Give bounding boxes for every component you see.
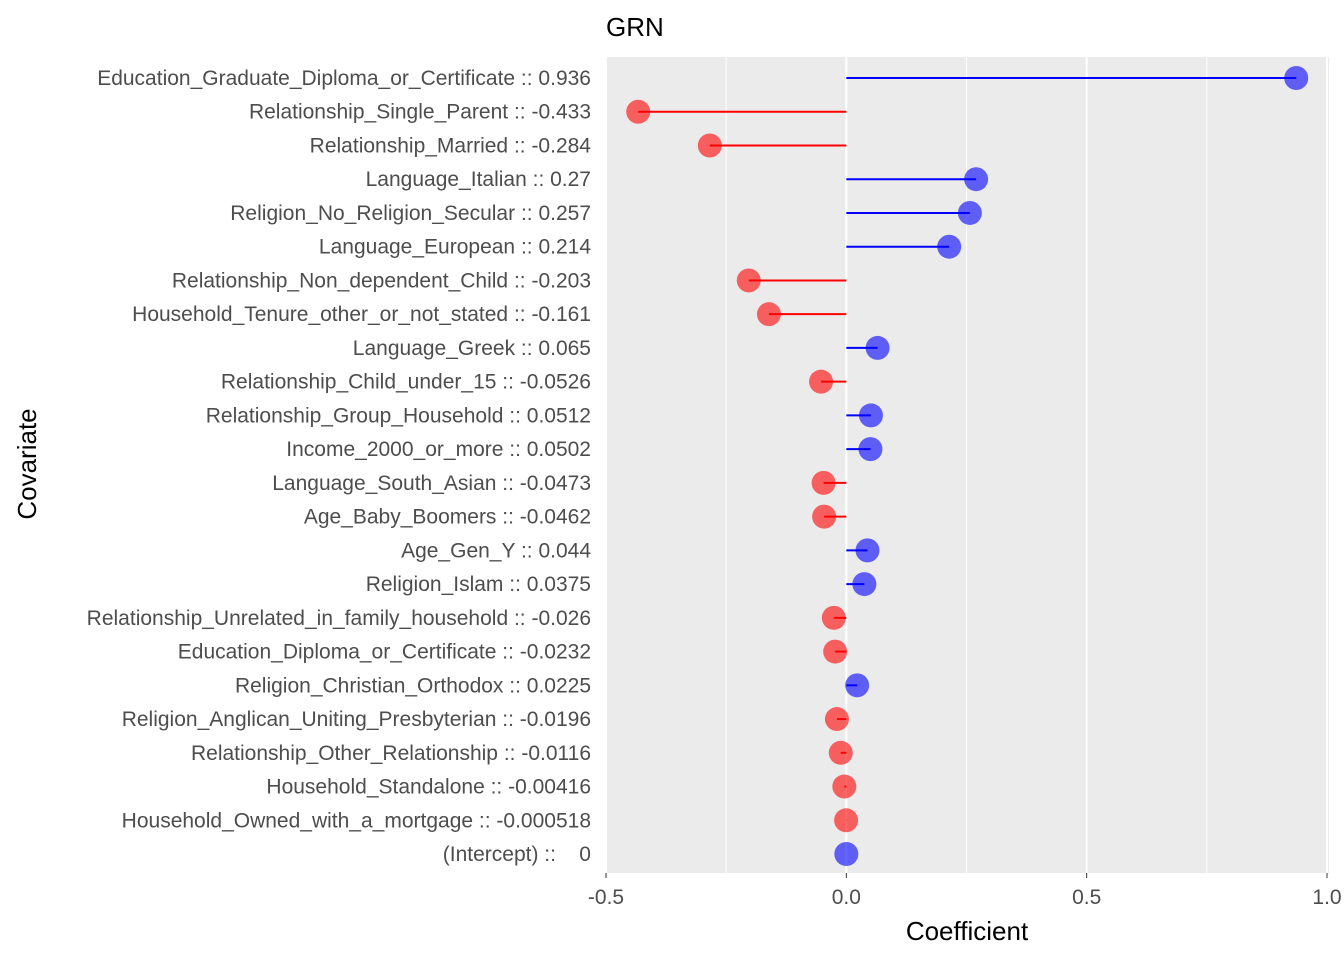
lollipop-point — [828, 740, 853, 765]
y-tick-label: Education_Diploma_or_Certificate :: -0.0… — [178, 641, 591, 664]
lollipop-point — [964, 167, 989, 192]
y-tick-label: Income_2000_or_more :: 0.0502 — [286, 438, 591, 461]
y-tick-label: Relationship_Unrelated_in_family_househo… — [87, 607, 591, 630]
x-tick-label: 0.0 — [832, 886, 861, 909]
lollipop-point — [811, 470, 836, 495]
lollipop-point — [845, 673, 870, 698]
x-tick-labels: -0.5 0.0 0.5 1.0 — [588, 873, 1342, 909]
y-tick-label: Age_Baby_Boomers :: -0.0462 — [304, 506, 591, 529]
lollipop-point — [756, 302, 781, 327]
y-tick-label: Relationship_Non_dependent_Child :: -0.2… — [172, 269, 591, 292]
y-tick-labels: Education_Graduate_Diploma_or_Certificat… — [87, 67, 592, 866]
lollipop-point — [809, 369, 834, 394]
y-tick-label: Relationship_Child_under_15 :: -0.0526 — [221, 371, 591, 394]
lollipop-point — [812, 504, 837, 529]
y-tick-label: Language_South_Asian :: -0.0473 — [272, 472, 591, 495]
x-tick-label: 1.0 — [1312, 886, 1341, 909]
lollipop-point — [865, 335, 890, 360]
lollipop-point — [957, 200, 982, 225]
x-tick-label: -0.5 — [588, 886, 624, 909]
y-tick-label: Religion_Anglican_Uniting_Presbyterian :… — [122, 708, 591, 731]
y-tick-label: Relationship_Other_Relationship :: -0.01… — [191, 742, 591, 765]
lollipop-point — [832, 774, 857, 799]
lollipops — [626, 66, 1309, 867]
y-axis-title: Covariate — [12, 408, 42, 519]
lollipop-point — [626, 99, 651, 124]
lollipop-point — [855, 538, 880, 563]
lollipop-point — [858, 403, 883, 428]
lollipop-point — [937, 234, 962, 259]
y-tick-label: Language_Greek :: 0.065 — [353, 337, 591, 360]
y-tick-label: Age_Gen_Y :: 0.044 — [401, 539, 591, 562]
y-tick-label: Household_Owned_with_a_mortgage :: -0.00… — [122, 809, 591, 832]
y-tick-label: (Intercept) :: 0 — [443, 843, 591, 866]
lollipop-point — [821, 605, 846, 630]
lollipop-point — [697, 133, 722, 158]
lollipop-point — [823, 639, 848, 664]
x-axis-title: Coefficient — [906, 916, 1029, 946]
lollipop-point — [834, 842, 859, 867]
y-tick-label: Relationship_Single_Parent :: -0.433 — [249, 101, 591, 124]
y-tick-label: Household_Standalone :: -0.00416 — [266, 776, 591, 799]
y-tick-label: Religion_No_Religion_Secular :: 0.257 — [230, 202, 591, 225]
lollipop-point — [852, 572, 877, 597]
chart-title: GRN — [606, 12, 664, 42]
y-tick-label: Household_Tenure_other_or_not_stated :: … — [132, 303, 591, 326]
y-tick-label: Religion_Christian_Orthodox :: 0.0225 — [235, 674, 591, 697]
y-tick-label: Language_Italian :: 0.27 — [366, 168, 591, 191]
y-tick-label: Education_Graduate_Diploma_or_Certificat… — [97, 67, 591, 90]
y-tick-label: Relationship_Married :: -0.284 — [310, 134, 592, 157]
lollipop-point — [824, 707, 849, 732]
y-tick-label: Relationship_Group_Household :: 0.0512 — [206, 404, 591, 427]
lollipop-point — [858, 437, 883, 462]
gridlines — [605, 57, 1328, 873]
lollipop-point — [1284, 66, 1309, 90]
lollipop-point — [834, 808, 859, 833]
y-tick-label: Language_European :: 0.214 — [319, 236, 591, 259]
lollipop-point — [736, 268, 761, 293]
x-tick-label: 0.5 — [1072, 886, 1101, 909]
y-tick-label: Religion_Islam :: 0.0375 — [366, 573, 591, 596]
